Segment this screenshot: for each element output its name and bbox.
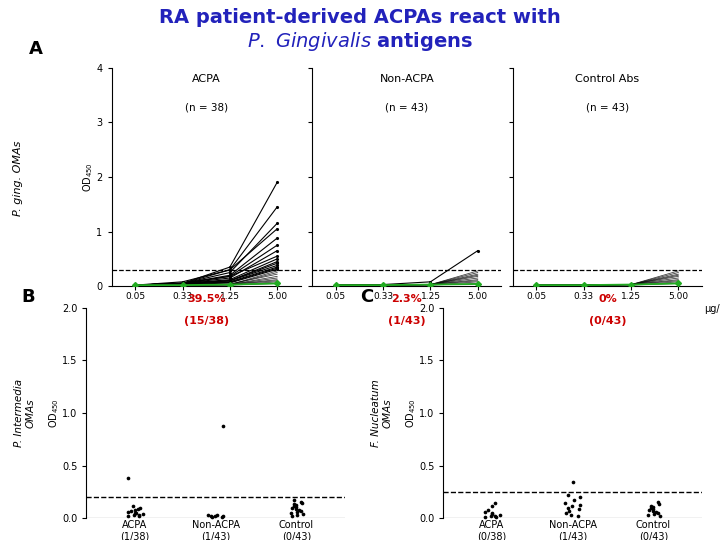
- Text: B: B: [22, 288, 35, 306]
- Point: [490, 513, 502, 522]
- Point: [650, 508, 662, 516]
- Text: C: C: [360, 288, 373, 306]
- Point: [482, 505, 494, 514]
- Point: [489, 498, 500, 507]
- Point: [560, 509, 572, 517]
- Point: [494, 511, 505, 519]
- Text: A: A: [29, 40, 42, 58]
- Point: [287, 512, 298, 521]
- Point: [647, 503, 659, 511]
- Text: F. Nucleatum
OMAs: F. Nucleatum OMAs: [372, 379, 393, 447]
- Text: (n = 43): (n = 43): [385, 103, 428, 112]
- Point: [207, 513, 218, 522]
- Text: RA patient-derived ACPAs react with: RA patient-derived ACPAs react with: [159, 8, 561, 27]
- Point: [134, 512, 145, 521]
- Point: [290, 501, 302, 509]
- Point: [122, 474, 134, 483]
- Point: [490, 512, 501, 521]
- Point: [129, 509, 140, 517]
- Point: [205, 512, 217, 521]
- Point: [642, 511, 653, 519]
- Point: [566, 502, 577, 510]
- Y-axis label: OD$_{450}$: OD$_{450}$: [404, 398, 418, 428]
- Point: [129, 505, 140, 514]
- Point: [286, 503, 297, 512]
- Point: [565, 511, 577, 519]
- Text: (0/43): (0/43): [589, 316, 626, 326]
- Point: [296, 498, 307, 507]
- Point: [127, 502, 139, 510]
- Point: [569, 496, 580, 505]
- Point: [290, 504, 302, 513]
- Point: [574, 501, 585, 509]
- Point: [294, 505, 305, 514]
- Text: $\bf{\it{P.\ Gingivalis}}$$\bf{\ antigens}$: $\bf{\it{P.\ Gingivalis}}$$\bf{\ antigen…: [247, 30, 473, 53]
- Point: [217, 513, 228, 522]
- Text: (n = 38): (n = 38): [184, 103, 228, 112]
- Y-axis label: OD$_{450}$: OD$_{450}$: [81, 162, 95, 192]
- Point: [574, 504, 585, 513]
- Text: μg/mL: μg/mL: [704, 303, 720, 314]
- Text: 2.3%: 2.3%: [392, 294, 422, 305]
- Point: [559, 498, 571, 507]
- Point: [646, 503, 657, 512]
- Point: [291, 508, 302, 516]
- Point: [647, 504, 659, 513]
- Point: [485, 512, 497, 521]
- Text: 0%: 0%: [598, 294, 617, 305]
- Text: (1/43): (1/43): [388, 316, 426, 326]
- Point: [646, 502, 657, 510]
- Point: [480, 508, 491, 516]
- Point: [572, 512, 583, 521]
- Point: [480, 513, 491, 522]
- Point: [217, 512, 228, 521]
- Point: [647, 507, 659, 515]
- Point: [288, 496, 300, 505]
- Point: [567, 477, 579, 486]
- Text: P. Intermedia
OMAs: P. Intermedia OMAs: [14, 379, 36, 447]
- Point: [217, 421, 229, 430]
- Point: [295, 497, 307, 506]
- Point: [487, 510, 498, 518]
- Point: [210, 512, 221, 521]
- Point: [289, 500, 300, 508]
- Point: [132, 504, 143, 513]
- Point: [562, 503, 574, 512]
- Point: [202, 511, 214, 519]
- Point: [130, 509, 141, 517]
- Text: (n = 43): (n = 43): [586, 103, 629, 112]
- Point: [574, 493, 585, 502]
- Point: [137, 510, 148, 518]
- Text: (15/38): (15/38): [184, 316, 229, 326]
- Point: [134, 503, 145, 512]
- Point: [128, 511, 140, 519]
- Point: [653, 500, 665, 508]
- Text: Control Abs: Control Abs: [575, 74, 639, 84]
- Point: [643, 505, 654, 514]
- Point: [122, 512, 134, 521]
- Point: [648, 510, 660, 518]
- Point: [295, 507, 307, 515]
- Text: ACPA: ACPA: [192, 74, 220, 84]
- Text: Non-ACPA: Non-ACPA: [379, 74, 434, 84]
- Point: [562, 491, 574, 500]
- Text: P. ging. OMAs: P. ging. OMAs: [13, 140, 23, 216]
- Point: [291, 503, 302, 511]
- Text: 39.5%: 39.5%: [187, 294, 225, 305]
- Point: [122, 508, 134, 516]
- Point: [652, 497, 664, 506]
- Point: [212, 511, 223, 519]
- Point: [486, 502, 498, 510]
- Point: [652, 509, 663, 517]
- Point: [486, 509, 498, 517]
- Point: [654, 512, 666, 521]
- Y-axis label: OD$_{450}$: OD$_{450}$: [47, 398, 60, 428]
- Point: [132, 511, 144, 519]
- Point: [297, 510, 309, 518]
- Point: [564, 507, 575, 515]
- Point: [285, 509, 297, 517]
- Point: [292, 511, 303, 519]
- Point: [289, 502, 300, 510]
- Point: [125, 507, 137, 515]
